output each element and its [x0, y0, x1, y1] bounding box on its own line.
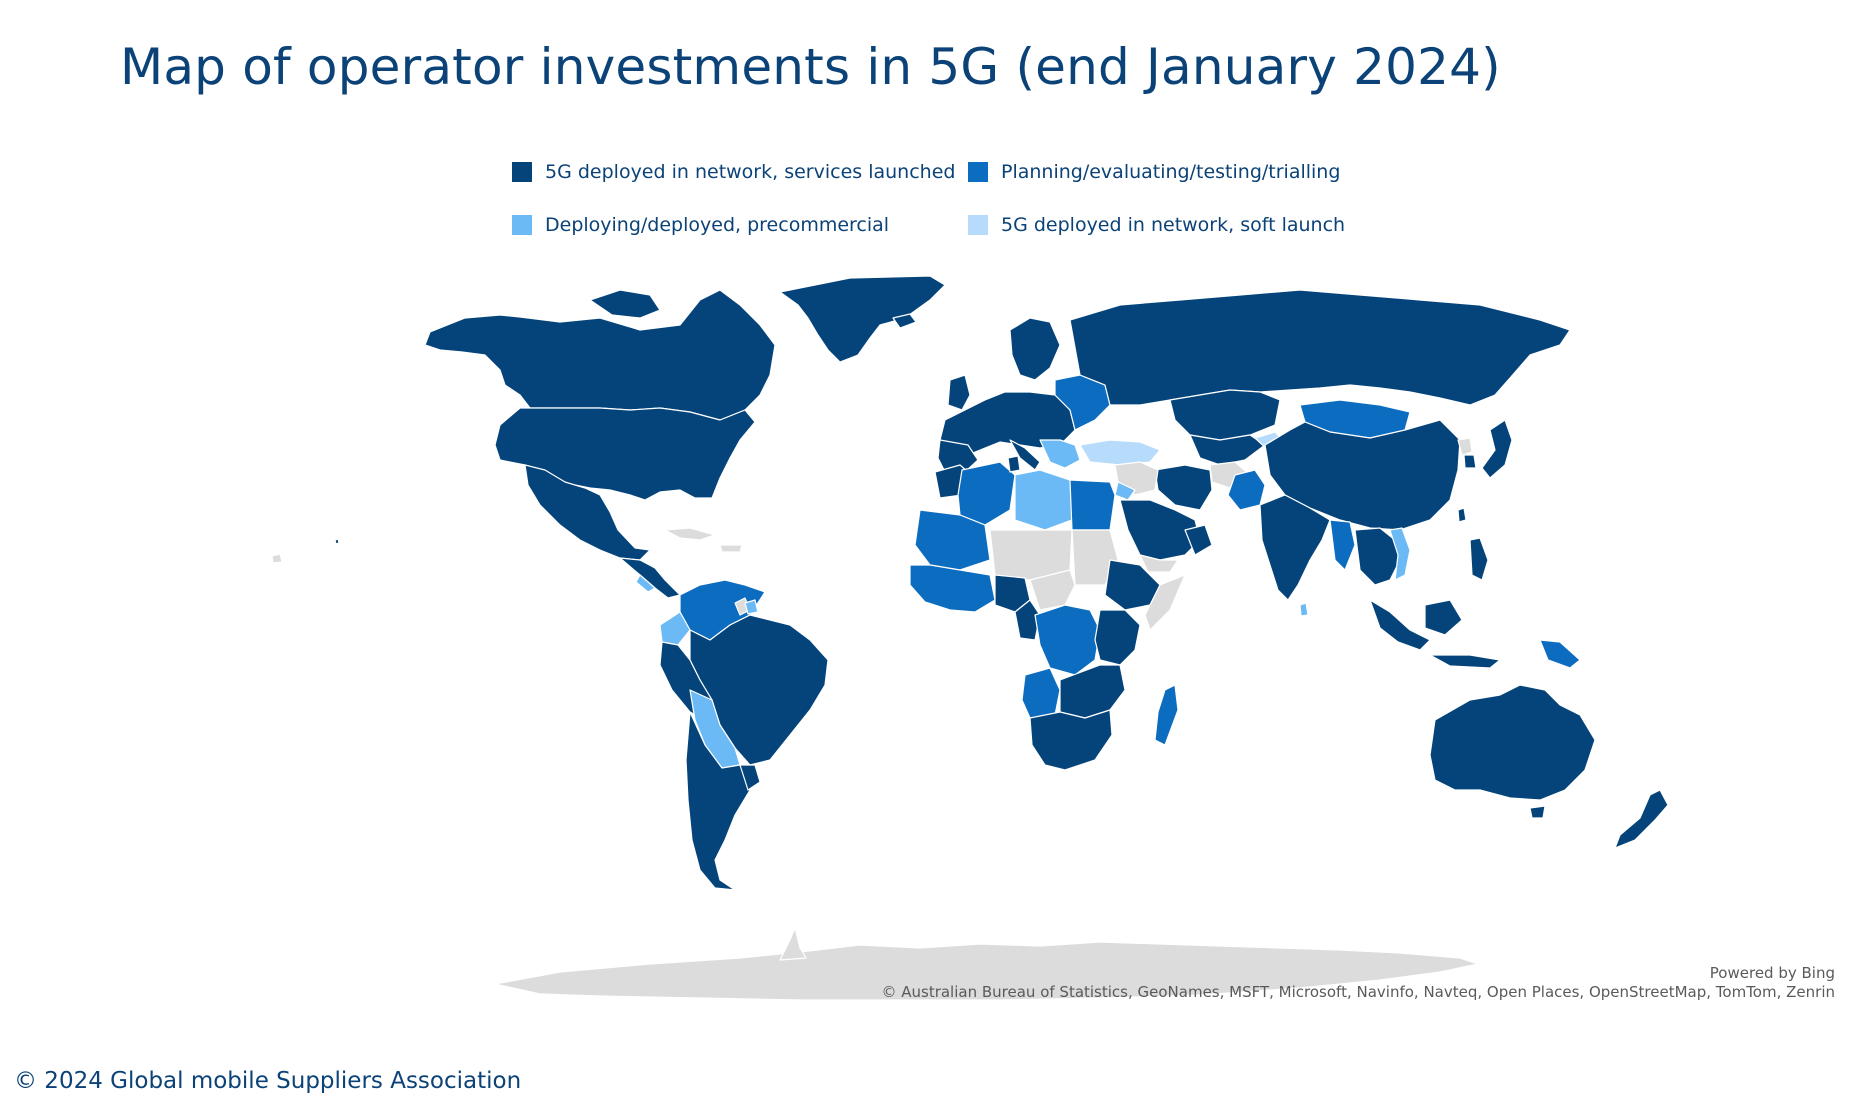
region-japan: [1481, 419, 1513, 479]
region-central-african: [1029, 569, 1076, 611]
region-russia: [1069, 289, 1571, 406]
region-cuba: [664, 527, 716, 541]
region-north-korea: [1457, 437, 1473, 456]
region-oman: [1184, 524, 1213, 556]
region-kazakhstan: [1169, 389, 1281, 441]
region-india: [1259, 494, 1331, 601]
legend-swatch-planning: [968, 162, 988, 182]
page-title: Map of operator investments in 5G (end J…: [120, 38, 1501, 96]
legend-swatch-precommercial: [512, 215, 532, 235]
region-east-africa: [1094, 609, 1141, 666]
region-antarctica: [494, 941, 1479, 1001]
region-canada: [424, 289, 776, 421]
region-central-asia: [1189, 434, 1266, 466]
region-philippines: [1469, 537, 1489, 581]
region-thailand-indochina: [1354, 527, 1401, 586]
region-tasmania: [1529, 805, 1546, 819]
region-borneo: [1424, 599, 1463, 636]
legend-label-planning: Planning/evaluating/testing/trialling: [1001, 161, 1341, 183]
region-central-america: [619, 557, 681, 599]
region-balkans: [1039, 439, 1081, 469]
region-algeria: [957, 461, 1016, 526]
legend-item-planning: Planning/evaluating/testing/trialling: [968, 161, 1340, 183]
legend-label-soft-launch: 5G deployed in network, soft launch: [1001, 214, 1346, 236]
region-turkey: [1079, 439, 1161, 466]
region-mauritania-mali: [914, 509, 991, 571]
region-iran: [1154, 464, 1213, 511]
region-hispaniola: [719, 544, 743, 553]
region-somalia: [1144, 574, 1186, 631]
region-antarctic-peninsula: [779, 927, 807, 961]
region-suriname: [744, 599, 759, 615]
region-vietnam: [1389, 527, 1411, 581]
region-myanmar: [1329, 519, 1356, 571]
footer-copyright: © 2024 Global mobile Suppliers Associati…: [14, 1068, 522, 1094]
region-australia: [1429, 684, 1596, 801]
region-yemen: [1139, 554, 1179, 573]
region-congo-drc: [1034, 604, 1101, 676]
region-angola: [1021, 667, 1061, 719]
region-costa-rica: [635, 574, 656, 593]
region-papua-new-guinea: [1539, 639, 1581, 669]
legend-swatch-soft-launch: [968, 215, 988, 235]
attribution-powered-by: Powered by Bing: [1709, 964, 1835, 982]
region-small-island: [334, 538, 340, 545]
region-libya: [1014, 469, 1073, 531]
legend-item-precommercial: Deploying/deployed, precommercial: [512, 214, 889, 236]
region-southern-africa: [1029, 709, 1113, 771]
region-west-africa: [909, 564, 996, 613]
region-ecuador: [659, 611, 691, 646]
region-egypt: [1069, 479, 1116, 531]
region-madagascar: [1154, 684, 1179, 746]
legend-label-precommercial: Deploying/deployed, precommercial: [545, 214, 890, 236]
region-tunisia: [1007, 455, 1021, 473]
region-indonesia-east: [1429, 654, 1501, 669]
region-uruguay: [739, 764, 761, 791]
region-iceland: [892, 313, 917, 329]
region-italy: [1009, 439, 1041, 471]
legend-item-soft-launch: 5G deployed in network, soft launch: [968, 214, 1345, 236]
region-south-korea: [1463, 454, 1477, 469]
region-malaysia-indonesia: [1369, 599, 1431, 651]
region-greenland: [779, 275, 946, 363]
region-sri-lanka: [1299, 602, 1309, 617]
legend-swatch-launched: [512, 162, 532, 182]
region-arctic-islands: [589, 289, 661, 319]
region-scandinavia: [1009, 317, 1061, 381]
legend-item-launched: 5G deployed in network, services launche…: [512, 161, 955, 183]
legend-label-launched: 5G deployed in network, services launche…: [545, 161, 956, 183]
region-uk-ireland: [947, 374, 971, 411]
region-new-zealand: [1614, 789, 1669, 849]
region-mexico: [524, 464, 651, 561]
attribution-sources: © Australian Bureau of Statistics, GeoNa…: [881, 983, 1835, 1001]
region-taiwan: [1457, 507, 1467, 523]
region-argentina-chile: [685, 711, 751, 891]
region-hawaii: [271, 553, 283, 564]
